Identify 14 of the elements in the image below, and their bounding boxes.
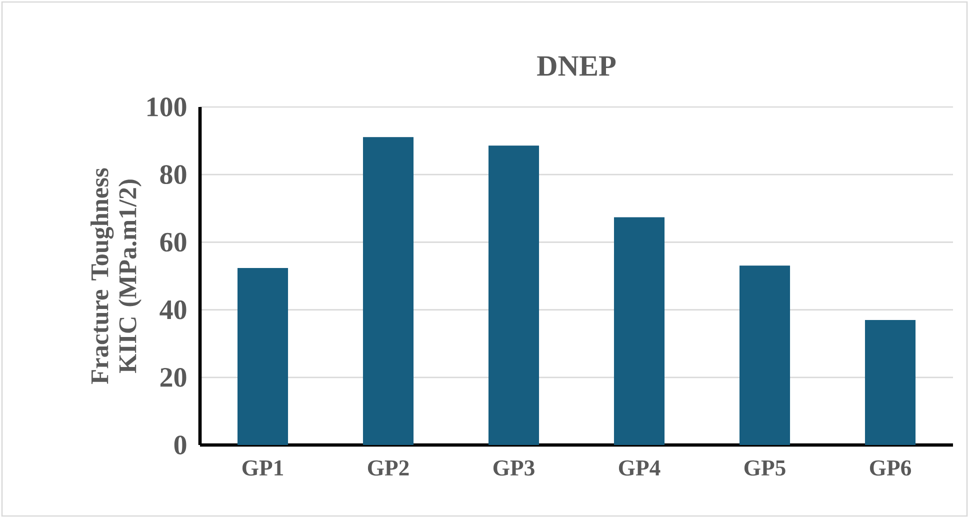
y-tick-label: 0 [174,436,186,454]
x-tick-label: GP1 [242,460,283,476]
y-tick-label: 60 [160,232,186,252]
y-tick-label: 80 [160,165,186,184]
chart-title: DNEP [537,56,616,76]
y-tick-label: 100 [148,98,186,116]
x-tick-label: GP3 [493,460,534,476]
y-tick-label: 40 [160,300,186,320]
x-tick-label: GP6 [870,460,911,476]
y-axis-title: Fracture Toughness KIIC (MPa.m1/2) [90,168,142,384]
x-tick-label: GP4 [618,460,660,476]
x-tick-label: GP5 [744,460,786,476]
y-tick-label: 20 [160,368,186,387]
x-tick-label: GP2 [368,460,409,476]
